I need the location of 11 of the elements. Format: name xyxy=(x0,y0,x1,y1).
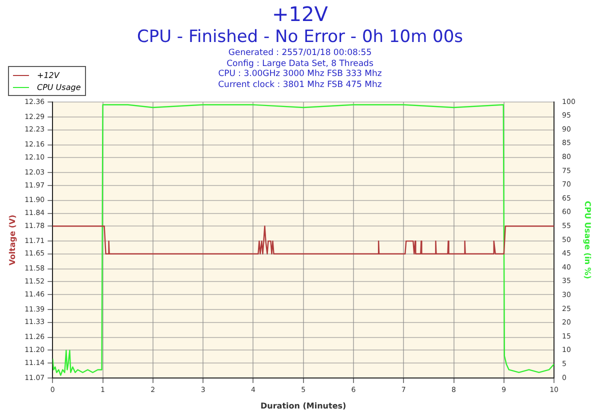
legend-label: CPU Usage xyxy=(37,82,81,92)
text: CPU : 3.00GHz 3000 Mhz FSB 333 Mhz xyxy=(218,69,382,79)
text: Current clock : 3801 Mhz FSB 475 Mhz xyxy=(218,80,382,90)
chart-title: +12V xyxy=(271,2,329,26)
chart-subtitle: CPU - Finished - No Error - 0h 10m 00s xyxy=(136,26,464,48)
x-axis-title: Duration (Minutes) xyxy=(260,401,346,410)
y2-axis-title: CPU Usage (in %) xyxy=(583,200,592,280)
legend-label: +12V xyxy=(37,70,60,80)
text: Generated : 2557/01/18 00:08:55 xyxy=(227,48,373,58)
y-axis-title: Voltage (V) xyxy=(8,214,17,266)
text: Config : Large Data Set, 8 Threads xyxy=(226,58,374,69)
